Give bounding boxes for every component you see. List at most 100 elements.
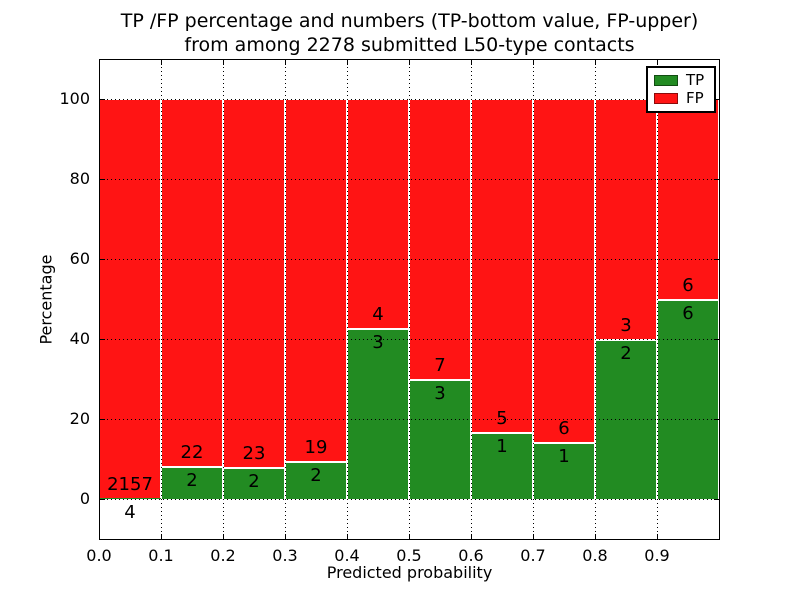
x-tick-label: 0.1 (148, 546, 174, 565)
x-tick-label: 0.6 (458, 546, 484, 565)
bar-fp-count-label: 22 (180, 441, 204, 463)
y-tick-label: 0 (79, 489, 90, 508)
bar-fp-segment (161, 99, 223, 466)
bar-fp-segment (99, 99, 161, 499)
x-tick-bottom (595, 534, 596, 539)
y-tick-right (714, 339, 719, 340)
x-tick-bottom (533, 534, 534, 539)
y-tick-left (100, 419, 105, 420)
x-tick-top (161, 60, 162, 65)
bar-fp-segment (223, 99, 285, 467)
x-tick-bottom (657, 534, 658, 539)
x-tick-bottom (409, 534, 410, 539)
gridline-vertical (594, 59, 596, 539)
gridline-vertical (532, 59, 534, 539)
bar-fp-count-label: 19 (304, 436, 328, 458)
x-tick-top (223, 60, 224, 65)
bar-fp-count-label: 3 (620, 315, 632, 336)
bar-fp-segment (533, 99, 595, 442)
bar-fp-count-label: 2157 (107, 474, 153, 496)
x-tick-top (471, 60, 472, 65)
fp-swatch (654, 93, 678, 105)
y-tick-left (100, 499, 105, 500)
bar-fp-segment (657, 99, 719, 299)
x-tick-top (99, 60, 100, 65)
bar-fp-count-label: 6 (682, 275, 694, 296)
bar-fp-count-label: 23 (242, 443, 266, 464)
chart-title-line2: from among 2278 submitted L50-type conta… (184, 34, 635, 56)
bar-tp-count-label: 3 (372, 331, 384, 353)
x-tick-bottom (471, 534, 472, 539)
x-tick-top (347, 60, 348, 65)
gridline-vertical (160, 59, 162, 539)
y-tick-left (100, 259, 105, 260)
x-tick-top (285, 60, 286, 65)
gridline-vertical (408, 59, 410, 539)
x-tick-label: 0.5 (396, 546, 422, 565)
bar-tp-count-label: 4 (124, 502, 136, 524)
y-tick-left (100, 339, 105, 340)
x-axis-label: Predicted probability (326, 563, 493, 582)
x-tick-label: 0.8 (582, 546, 608, 565)
bar-fp-segment (471, 99, 533, 433)
gridline-vertical (656, 59, 658, 539)
bar-tp-count-label: 1 (496, 436, 508, 458)
y-tick-label: 100 (59, 89, 90, 108)
y-tick-label: 80 (69, 169, 90, 188)
bar-fp-count-label: 7 (434, 355, 446, 376)
bar-fp-segment (285, 99, 347, 461)
x-tick-label: 0.4 (334, 546, 360, 565)
bar-tp-segment (223, 467, 285, 499)
x-tick-label: 0.0 (86, 546, 112, 565)
y-tick-label: 60 (69, 249, 90, 268)
x-tick-bottom (161, 534, 162, 539)
chart-title-line1: TP /FP percentage and numbers (TP-bottom… (120, 10, 699, 32)
x-tick-top (595, 60, 596, 65)
gridline-vertical (222, 59, 224, 539)
bar-tp-count-label: 2 (186, 469, 198, 491)
y-tick-label: 40 (69, 329, 90, 348)
legend: TP FP (646, 66, 716, 113)
gridline-vertical (470, 59, 472, 539)
bar-tp-count-label: 6 (682, 303, 694, 324)
bar-fp-segment (595, 99, 657, 339)
x-tick-top (533, 60, 534, 65)
y-tick-right (714, 259, 719, 260)
bar-fp-count-label: 5 (496, 408, 508, 430)
bar-fp-segment (347, 99, 409, 328)
y-tick-left (100, 179, 105, 180)
legend-entry-tp: TP (654, 70, 708, 89)
bar-tp-segment (471, 432, 533, 499)
bar-tp-count-label: 1 (558, 445, 570, 467)
bar-tp-count-label: 2 (620, 343, 632, 364)
bar-fp-count-label: 6 (558, 417, 570, 439)
bar-tp-segment (657, 299, 719, 499)
bar-fp-segment (409, 99, 471, 379)
bar-tp-count-label: 2 (310, 464, 322, 486)
y-tick-right (714, 419, 719, 420)
legend-label-tp: TP (686, 70, 705, 89)
x-tick-label: 0.9 (644, 546, 670, 565)
x-tick-top (409, 60, 410, 65)
x-tick-label: 0.2 (210, 546, 236, 565)
y-tick-right (714, 179, 719, 180)
x-tick-bottom (99, 534, 100, 539)
bar-tp-count-label: 3 (434, 383, 446, 404)
tp-swatch (654, 74, 678, 86)
chart-title: TP /FP percentage and numbers (TP-bottom… (99, 9, 720, 57)
gridline-vertical (346, 59, 348, 539)
x-tick-label: 0.3 (272, 546, 298, 565)
gridline-vertical (284, 59, 286, 539)
legend-entry-fp: FP (654, 91, 708, 106)
x-tick-top (657, 60, 658, 65)
x-tick-bottom (285, 534, 286, 539)
bar-tp-count-label: 2 (248, 471, 260, 492)
bar-fp-count-label: 4 (372, 303, 384, 325)
x-tick-bottom (347, 534, 348, 539)
y-tick-right (714, 99, 719, 100)
legend-label-fp: FP (686, 89, 704, 108)
y-tick-left (100, 99, 105, 100)
x-tick-bottom (223, 534, 224, 539)
y-tick-label: 20 (69, 409, 90, 428)
